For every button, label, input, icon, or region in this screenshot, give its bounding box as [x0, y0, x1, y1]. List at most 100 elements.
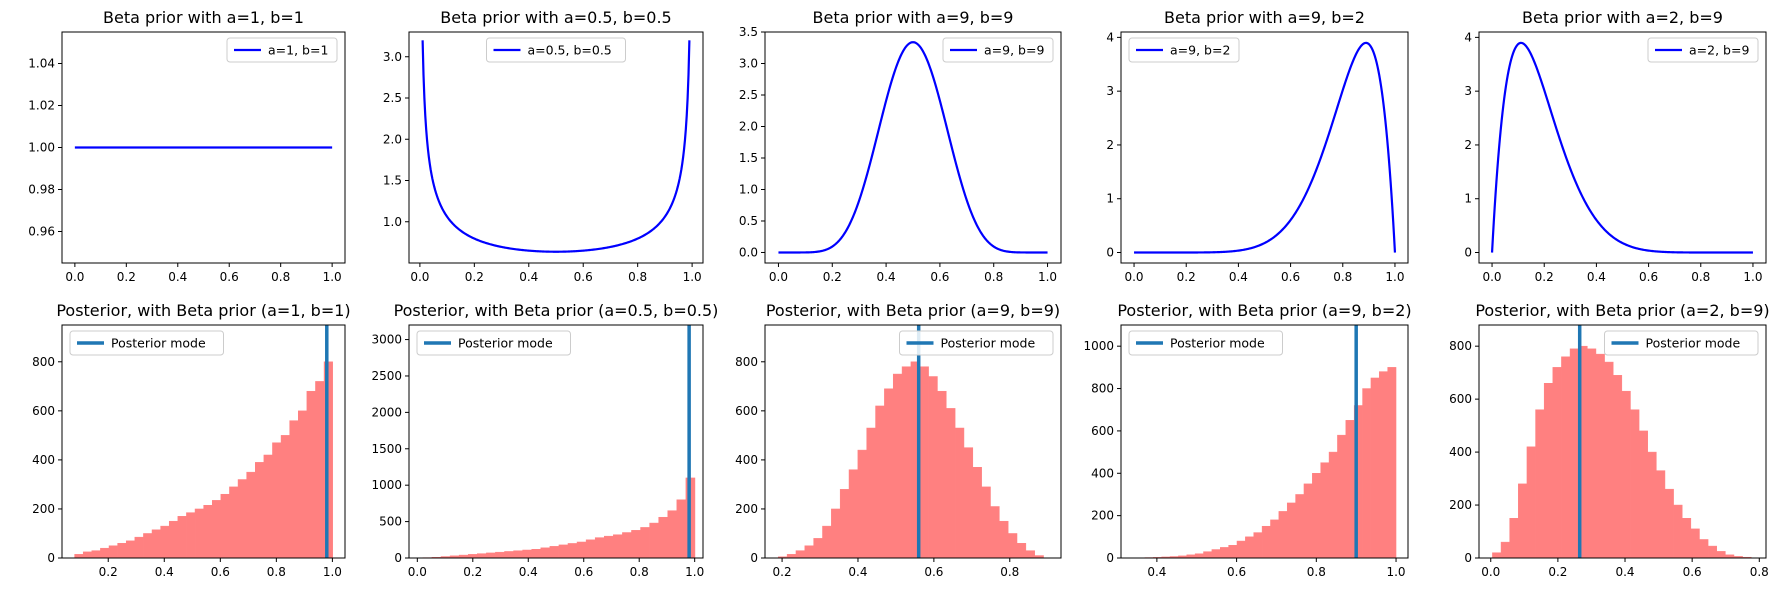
- subplot-1: Beta prior with a=1, b=1 0.0 0.2 0.4 0.6 0.8 1…: [28, 8, 346, 284]
- histogram-bar: [306, 390, 316, 558]
- histogram-bar: [649, 522, 659, 558]
- histogram-bar: [1387, 367, 1397, 558]
- histogram-bar: [831, 508, 841, 558]
- histogram-bar: [1337, 434, 1347, 558]
- legend-label: a=9, b=2: [1170, 43, 1230, 58]
- y-tick-label: 200: [1449, 498, 1472, 512]
- histogram-bar: [981, 486, 991, 558]
- legend: Posterior mode: [899, 330, 1054, 356]
- histogram-bar: [1220, 547, 1229, 558]
- histogram-bar: [1526, 446, 1536, 558]
- legend-label: a=1, b=1: [268, 43, 328, 58]
- x-tick-label: 0.6: [1227, 565, 1246, 579]
- plot-area: [778, 41, 1048, 254]
- histogram-bar: [1699, 539, 1709, 558]
- histogram-bar: [1370, 377, 1380, 558]
- y-tick-label: 3000: [371, 333, 402, 347]
- x-tick-label: 0.8: [1307, 565, 1326, 579]
- histogram-bar: [125, 540, 136, 558]
- subplot-title: Posterior, with Beta prior (a=9, b=9): [766, 301, 1060, 320]
- y-tick-label: 0.5: [739, 214, 758, 228]
- x-tick-label: 0.4: [1229, 270, 1248, 284]
- legend-label: a=9, b=9: [984, 43, 1044, 58]
- x-tick-label: 0.2: [465, 270, 484, 284]
- y-tick-label: 1.04: [28, 57, 55, 71]
- histogram-bar: [613, 534, 623, 558]
- subplot-title: Beta prior with a=1, b=1: [103, 8, 304, 27]
- histogram-bar: [813, 538, 823, 558]
- histogram-bar: [839, 489, 850, 558]
- x-tick-label: 0.8: [628, 270, 647, 284]
- histogram-bar: [622, 532, 632, 558]
- histogram-bar: [1194, 553, 1204, 558]
- x-tick-label: 0.0: [1481, 565, 1500, 579]
- histogram-bar: [1312, 473, 1321, 558]
- histogram-bar: [1007, 533, 1018, 558]
- x-tick-label: 0.8: [630, 565, 649, 579]
- x-tick-label: 0.6: [924, 565, 943, 579]
- x-tick-label: 0.2: [823, 270, 842, 284]
- x-tick-label: 0.4: [519, 270, 538, 284]
- subplot-title: Beta prior with a=9, b=2: [1164, 8, 1365, 27]
- legend: Posterior mode: [416, 330, 571, 356]
- legend-label: Posterior mode: [1646, 336, 1741, 351]
- x-tick-label: 0.4: [155, 565, 174, 579]
- legend: Posterior mode: [69, 330, 224, 356]
- plot-area: [1490, 41, 1753, 254]
- histogram-bar: [1681, 518, 1692, 558]
- histogram-bar: [1664, 488, 1674, 558]
- subplot-5: Beta prior with a=2, b=9 0.0 0.2 0.4 0.6 0.8 1…: [1464, 8, 1767, 284]
- y-tick-label: 3.0: [383, 50, 402, 64]
- axes-frame: [764, 31, 1062, 264]
- histogram-bar: [82, 551, 93, 558]
- legend: a=2, b=9: [1647, 37, 1759, 63]
- subplot-2: Beta prior with a=0.5, b=0.5 0.0 0.2 0.4 0.6…: [383, 8, 704, 284]
- legend-label: a=0.5, b=0.5: [528, 43, 612, 58]
- y-tick-label: 1: [1464, 192, 1472, 206]
- y-tick-label: 600: [1449, 392, 1472, 406]
- histogram-bar: [1328, 451, 1338, 558]
- histogram-bar: [640, 527, 650, 558]
- histogram-bar: [255, 462, 265, 558]
- x-tick-label: 0.0: [410, 270, 429, 284]
- histogram-bar: [280, 435, 290, 558]
- histogram-bar: [658, 516, 668, 558]
- histogram-bar: [1492, 552, 1502, 558]
- histogram-bar: [495, 551, 505, 558]
- histogram-bar: [298, 410, 308, 558]
- x-tick-label: 0.4: [1615, 565, 1634, 579]
- plot-area: [1134, 41, 1397, 254]
- subplot-10: Posterior, with Beta prior (a=2, b=9) 0.0…: [1449, 301, 1770, 579]
- x-tick-label: 0.4: [519, 565, 538, 579]
- y-tick-label: 500: [379, 515, 402, 529]
- histogram-bar: [1253, 532, 1263, 558]
- subplot-title: Posterior, with Beta prior (a=1, b=1): [56, 301, 350, 320]
- histogram-bar: [928, 376, 938, 558]
- legend-box: [1647, 37, 1759, 63]
- x-tick-label: 0.0: [1482, 270, 1501, 284]
- histogram-bar: [786, 554, 797, 558]
- legend-box: [1128, 37, 1240, 63]
- histogram-bar: [486, 552, 496, 558]
- histogram-bar: [1638, 430, 1648, 558]
- y-tick-label: 2.5: [739, 88, 758, 102]
- y-tick-label: 800: [1091, 382, 1114, 396]
- axes-frame: [1478, 31, 1767, 264]
- histogram-bar: [143, 533, 153, 558]
- y-tick-label: 3.5: [739, 25, 758, 39]
- axes-frame: [1120, 31, 1409, 264]
- histogram-bar: [1587, 348, 1597, 558]
- x-tick-label: 0.2: [99, 565, 118, 579]
- histogram-bar: [866, 427, 876, 558]
- y-tick-label: 0: [394, 551, 402, 565]
- y-tick-label: 400: [32, 453, 55, 467]
- histogram-bar: [857, 449, 867, 558]
- histogram-bar: [954, 427, 965, 558]
- histogram-bar: [540, 547, 551, 558]
- histogram-bar: [1016, 543, 1027, 558]
- histogram-bar: [884, 388, 894, 558]
- axes-frame: [1120, 324, 1409, 559]
- histogram-bar: [1379, 371, 1388, 558]
- y-tick-label: 600: [32, 404, 55, 418]
- histogram-bar: [576, 541, 587, 558]
